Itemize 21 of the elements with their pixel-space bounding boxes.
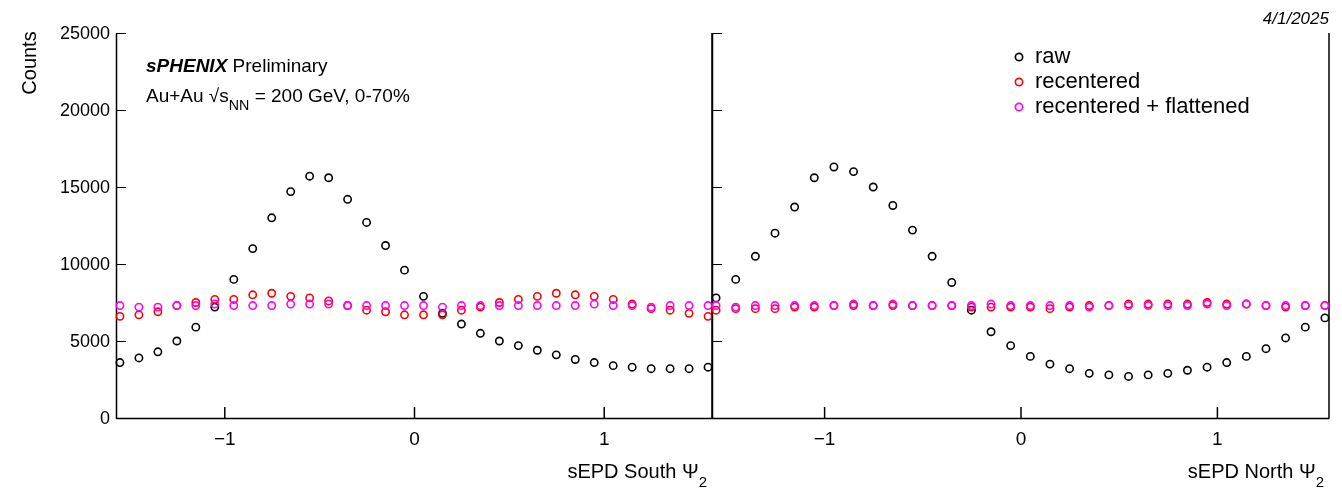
x-tick-label: 1: [1212, 428, 1223, 450]
y-axis-title: Counts: [18, 31, 40, 95]
legend-label: raw: [1035, 43, 1071, 68]
y-tick-label: 25000: [59, 23, 110, 44]
legend-label: recentered: [1035, 68, 1141, 93]
y-tick-label: 10000: [59, 254, 110, 275]
x-tick-label: −1: [813, 428, 836, 450]
x-tick-label: 0: [409, 428, 420, 450]
legend-label: recentered + flattened: [1035, 93, 1250, 118]
x-axis-title: sEPD North Ψ$_{2}$: [1187, 460, 1324, 490]
y-tick-label: 5000: [69, 331, 110, 352]
x-tick-label: 1: [598, 428, 610, 450]
annotation: Au+Au √s$_{NN}$ = 200 GeV, 0-70%: [146, 85, 410, 113]
y-tick-label: 15000: [59, 177, 110, 198]
annotation: sPHENIX Preliminary: [146, 55, 329, 76]
y-tick-label: 0: [99, 408, 110, 429]
x-tick-label: 0: [1015, 428, 1027, 450]
x-tick-label: −1: [213, 428, 236, 450]
x-axis-title: sEPD South Ψ$_{2}$: [567, 460, 707, 490]
y-tick-label: 20000: [59, 100, 110, 121]
text: 4/1/2025: [1262, 9, 1330, 28]
